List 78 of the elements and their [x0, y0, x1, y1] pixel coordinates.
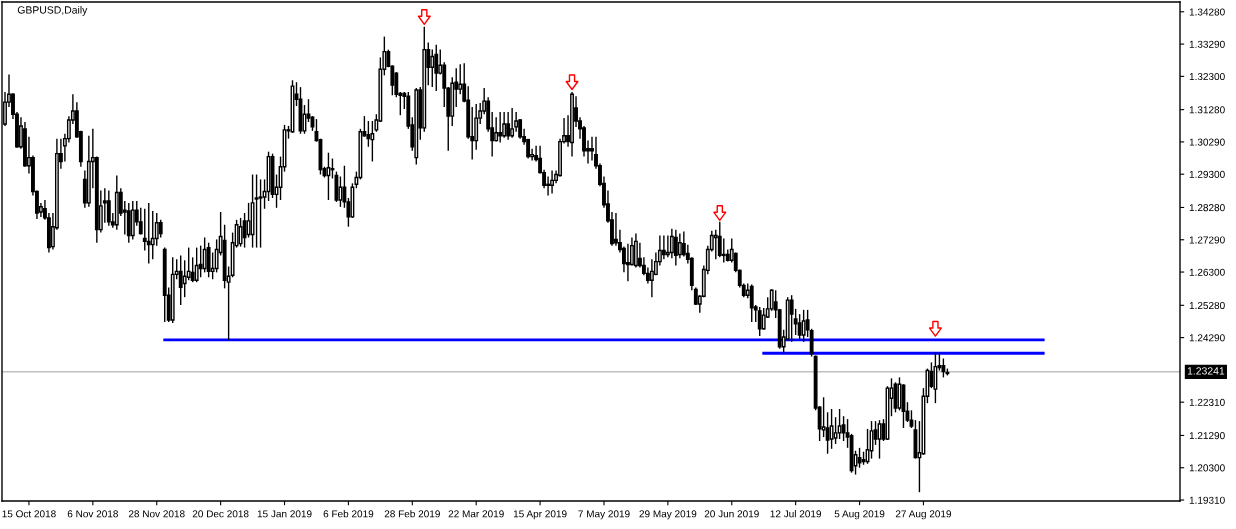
point [928, 320, 942, 337]
y-tick-label: 1.25280 [1189, 301, 1225, 310]
candlestick [246, 202, 251, 239]
y-tick-label: 1.34280 [1189, 8, 1225, 16]
candlestick [797, 313, 802, 340]
candlestick [510, 107, 515, 139]
candlestick [626, 242, 630, 282]
candlestick [546, 175, 551, 197]
x-tick-label: 28 Feb 2019 [384, 510, 440, 518]
candlestick [190, 256, 195, 283]
candlestick [338, 175, 343, 208]
candlestick [717, 221, 722, 259]
candlestick [550, 169, 554, 195]
candlestick [178, 254, 183, 306]
candlestick [366, 120, 371, 148]
x-tick-label: 5 Aug 2019 [834, 510, 885, 520]
x-tick-label: 15 Apr 2019 [513, 510, 567, 520]
candlestick [106, 189, 111, 227]
candlestick [434, 44, 439, 92]
candlestick [194, 246, 199, 283]
candlestick [498, 111, 503, 144]
y-tick-label: 1.27290 [1189, 236, 1225, 244]
chart-title: GBPUSD,Daily [17, 5, 88, 16]
candlestick [198, 244, 203, 278]
candlestick [238, 217, 243, 248]
candlestick [502, 111, 507, 139]
x-tick-label: 28 Nov 2018 [128, 510, 185, 518]
candlestick [258, 178, 263, 249]
y-tick-label: 1.19310 [1189, 496, 1225, 504]
y-tick-label: 1.24290 [1189, 334, 1225, 342]
candlestick [370, 120, 375, 163]
candlestick [150, 210, 155, 261]
candlestick [506, 111, 511, 141]
candlestick [941, 357, 946, 379]
point [713, 205, 727, 221]
candlestick [761, 307, 766, 331]
x-tick-label: 15 Jan 2019 [257, 510, 312, 518]
candlestick [829, 408, 834, 450]
y-tick-label: 1.32300 [1189, 73, 1225, 81]
candlestick [933, 351, 938, 404]
x-tick-label: 12 Jul 2019 [770, 510, 822, 518]
y-tick-label: 1.20300 [1189, 464, 1225, 472]
point [417, 9, 431, 25]
x-tick-label: 6 Feb 2019 [323, 510, 374, 518]
x-tick-label: 6 Nov 2018 [67, 510, 118, 518]
candlestick [186, 246, 191, 281]
x-tick-label: 20 Dec 2018 [192, 510, 249, 518]
point [565, 74, 579, 91]
candlestick [677, 232, 682, 260]
candlestick [661, 234, 666, 261]
candlestick [825, 411, 830, 455]
candlestick [801, 309, 806, 343]
candlestick [154, 212, 159, 247]
y-tick-label: 1.31280 [1189, 106, 1225, 114]
candlestick [673, 228, 678, 267]
x-tick-label: 22 Mar 2019 [448, 510, 504, 518]
candlestick [721, 237, 726, 264]
candlestick [837, 408, 842, 440]
x-tick-label: 15 Oct 2018 [2, 510, 56, 518]
candlestick [146, 202, 151, 265]
candlestick [494, 116, 499, 143]
y-tick-label: 1.30290 [1189, 138, 1225, 146]
y-tick-label: 1.22310 [1189, 398, 1225, 406]
candlestick [206, 241, 211, 278]
candlestick [789, 294, 794, 343]
y-tick-label: 1.33290 [1189, 40, 1225, 48]
y-tick-label: 1.26300 [1189, 268, 1225, 276]
y-tick-label: 1.28280 [1189, 204, 1225, 212]
x-tick-label: 7 May 2019 [578, 510, 630, 520]
y-tick-label: 1.21290 [1189, 432, 1225, 440]
ref-line-label: 1.23241 [1187, 367, 1225, 375]
x-tick-label: 20 Jun 2019 [704, 510, 759, 518]
candlestick [430, 48, 435, 88]
candlestick [254, 173, 259, 249]
x-tick-label: 27 Aug 2019 [895, 510, 952, 520]
candlestick [202, 236, 207, 274]
x-tick-label: 29 May 2019 [639, 510, 697, 520]
y-tick-label: 1.29300 [1189, 170, 1225, 178]
